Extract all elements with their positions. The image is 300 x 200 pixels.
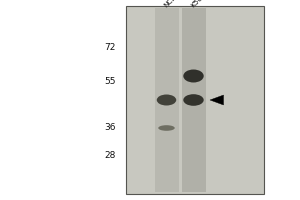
- Polygon shape: [210, 95, 224, 105]
- Bar: [154, 8, 178, 192]
- Text: K562: K562: [189, 0, 207, 9]
- Ellipse shape: [183, 94, 204, 106]
- Text: 36: 36: [104, 123, 116, 132]
- Text: 72: 72: [104, 43, 116, 51]
- Text: NCI-H292: NCI-H292: [162, 0, 191, 9]
- Bar: [182, 8, 206, 192]
- Ellipse shape: [157, 95, 176, 106]
- Text: 55: 55: [104, 76, 116, 86]
- Ellipse shape: [158, 125, 175, 131]
- Ellipse shape: [183, 70, 204, 82]
- Text: 28: 28: [104, 150, 116, 160]
- Bar: [126, 6, 264, 194]
